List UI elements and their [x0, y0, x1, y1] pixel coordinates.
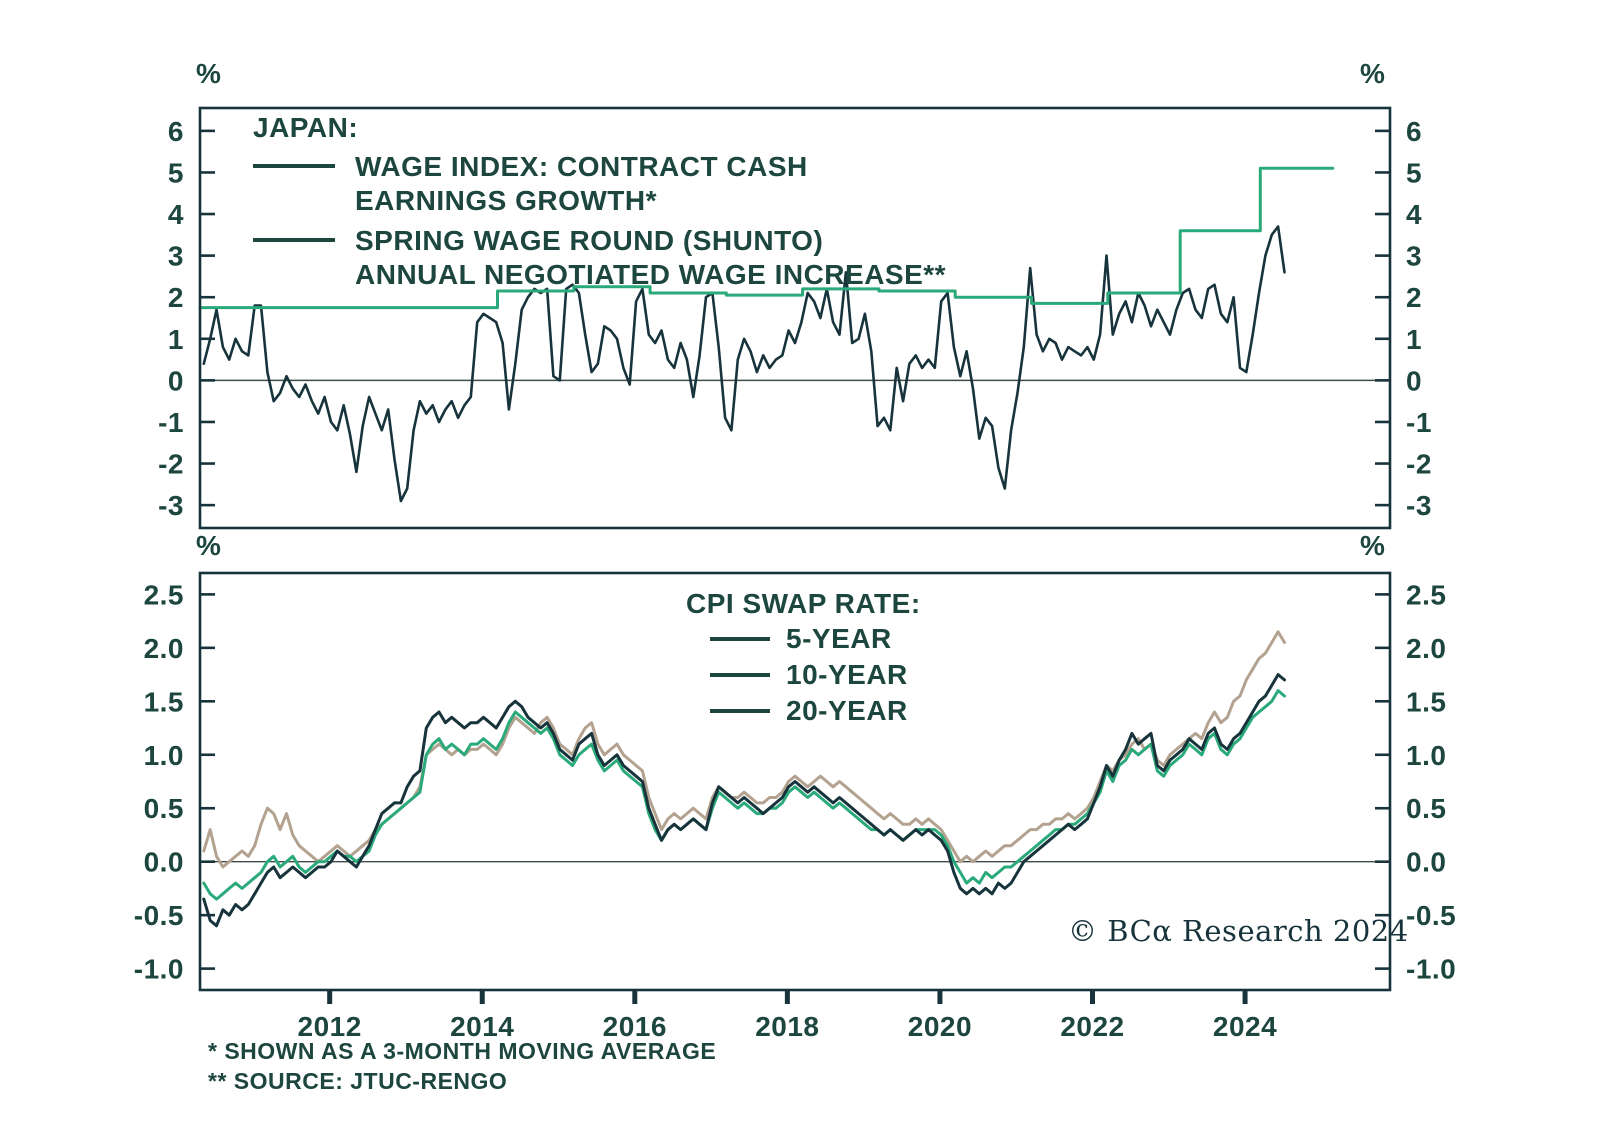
y-tick-label-left: 5 — [168, 157, 184, 188]
twenty-year-line-sample — [710, 709, 770, 713]
x-tick-label: 2022 — [1060, 1011, 1124, 1042]
legend-item-wage-index: WAGE INDEX: CONTRACT CASH EARNINGS GROWT… — [253, 150, 946, 218]
bottom-panel-right-percent: % — [1360, 530, 1385, 561]
bottom-chart-legend: CPI SWAP RATE: 5-YEAR 10-YEAR 20-YEAR — [668, 588, 921, 728]
top-plot-frame — [198, 106, 1392, 530]
series-spring-wage-round-shunto-annual-negotiated-wage-increase — [198, 166, 1335, 310]
x-tick-label: 2024 — [1213, 1011, 1277, 1042]
x-tick-label: 2018 — [755, 1011, 819, 1042]
y-tick-label-left: 2.5 — [144, 579, 184, 610]
top-panel-left-percent: % — [196, 58, 221, 89]
y-tick-label-right: 1.5 — [1406, 686, 1446, 717]
y-tick-label-right: 2.0 — [1406, 633, 1446, 664]
y-tick-label-left: 3 — [168, 241, 184, 272]
y-tick-label-left: 0 — [168, 365, 184, 396]
y-tick-label-left: 0.0 — [144, 847, 184, 878]
ten-year-line-sample — [710, 673, 770, 677]
copyright-notice: © BCα Research 2024 — [1068, 914, 1409, 948]
y-tick-label-left: -0.5 — [134, 900, 184, 931]
y-tick-label-left: 1.0 — [144, 740, 184, 771]
shunto-label: SPRING WAGE ROUND (SHUNTO) ANNUAL NEGOTI… — [355, 225, 947, 290]
y-tick-label-left: 2 — [168, 282, 184, 313]
x-tick-label: 2012 — [298, 1011, 362, 1042]
y-tick-label-left: 2.0 — [144, 633, 184, 664]
y-tick-label-left: -3 — [158, 490, 184, 521]
five-year-line-sample — [710, 637, 770, 641]
y-tick-label-right: -1 — [1406, 407, 1432, 438]
legend-item-20-year: 20-YEAR — [710, 694, 921, 728]
y-tick-label-right: 2 — [1406, 282, 1422, 313]
y-tick-label-right: 0.5 — [1406, 793, 1446, 824]
y-tick-label-right: 0.0 — [1406, 847, 1446, 878]
x-tick-label: 2016 — [603, 1011, 667, 1042]
y-tick-label-left: -2 — [158, 449, 184, 480]
y-tick-label-left: 4 — [168, 199, 184, 230]
y-tick-label-left: 1.5 — [144, 686, 184, 717]
series-wage-index-contract-cash-earnings-growth — [202, 225, 1286, 503]
y-tick-label-right: -1.0 — [1406, 954, 1456, 985]
y-tick-label-right: 4 — [1406, 199, 1422, 230]
y-tick-label-left: 6 — [168, 116, 184, 147]
y-tick-label-left: -1 — [158, 407, 184, 438]
bottom-plot-frame — [198, 571, 1392, 992]
wage-index-label: WAGE INDEX: CONTRACT CASH EARNINGS GROWT… — [355, 151, 808, 216]
top-chart-legend: JAPAN: WAGE INDEX: CONTRACT CASH EARNING… — [253, 112, 946, 292]
y-tick-label-right: 5 — [1406, 157, 1422, 188]
top-chart-title: JAPAN: — [253, 112, 359, 143]
y-tick-label-right: 1 — [1406, 324, 1422, 355]
y-tick-label-left: 1 — [168, 324, 184, 355]
footnote-source: ** SOURCE: JTUC-RENGO — [208, 1068, 508, 1094]
footnotes: * SHOWN AS A 3-MONTH MOVING AVERAGE ** S… — [208, 1036, 716, 1096]
y-tick-label-right: -3 — [1406, 490, 1432, 521]
footnote-moving-average: * SHOWN AS A 3-MONTH MOVING AVERAGE — [208, 1038, 717, 1064]
top-panel-right-percent: % — [1360, 58, 1385, 89]
y-tick-label-right: 1.0 — [1406, 740, 1446, 771]
legend-item-shunto: SPRING WAGE ROUND (SHUNTO) ANNUAL NEGOTI… — [253, 224, 946, 292]
x-tick-label: 2020 — [908, 1011, 972, 1042]
series-5-year — [202, 673, 1286, 928]
y-tick-label-right: 6 — [1406, 116, 1422, 147]
wage-index-line-sample — [253, 164, 335, 168]
legend-item-5-year: 5-YEAR — [710, 622, 921, 656]
x-tick-label: 2014 — [450, 1011, 514, 1042]
y-tick-label-left: -1.0 — [134, 954, 184, 985]
y-tick-label-right: 2.5 — [1406, 579, 1446, 610]
y-tick-label-right: -0.5 — [1406, 900, 1456, 931]
y-tick-label-right: 0 — [1406, 365, 1422, 396]
bottom-chart-title: CPI SWAP RATE: — [686, 588, 921, 619]
shunto-line-sample — [253, 238, 335, 242]
y-tick-label-right: 3 — [1406, 241, 1422, 272]
legend-item-10-year: 10-YEAR — [710, 658, 921, 692]
bottom-panel-left-percent: % — [196, 530, 221, 561]
y-tick-label-left: 0.5 — [144, 793, 184, 824]
y-tick-label-right: -2 — [1406, 449, 1432, 480]
series-10-year — [202, 689, 1286, 901]
